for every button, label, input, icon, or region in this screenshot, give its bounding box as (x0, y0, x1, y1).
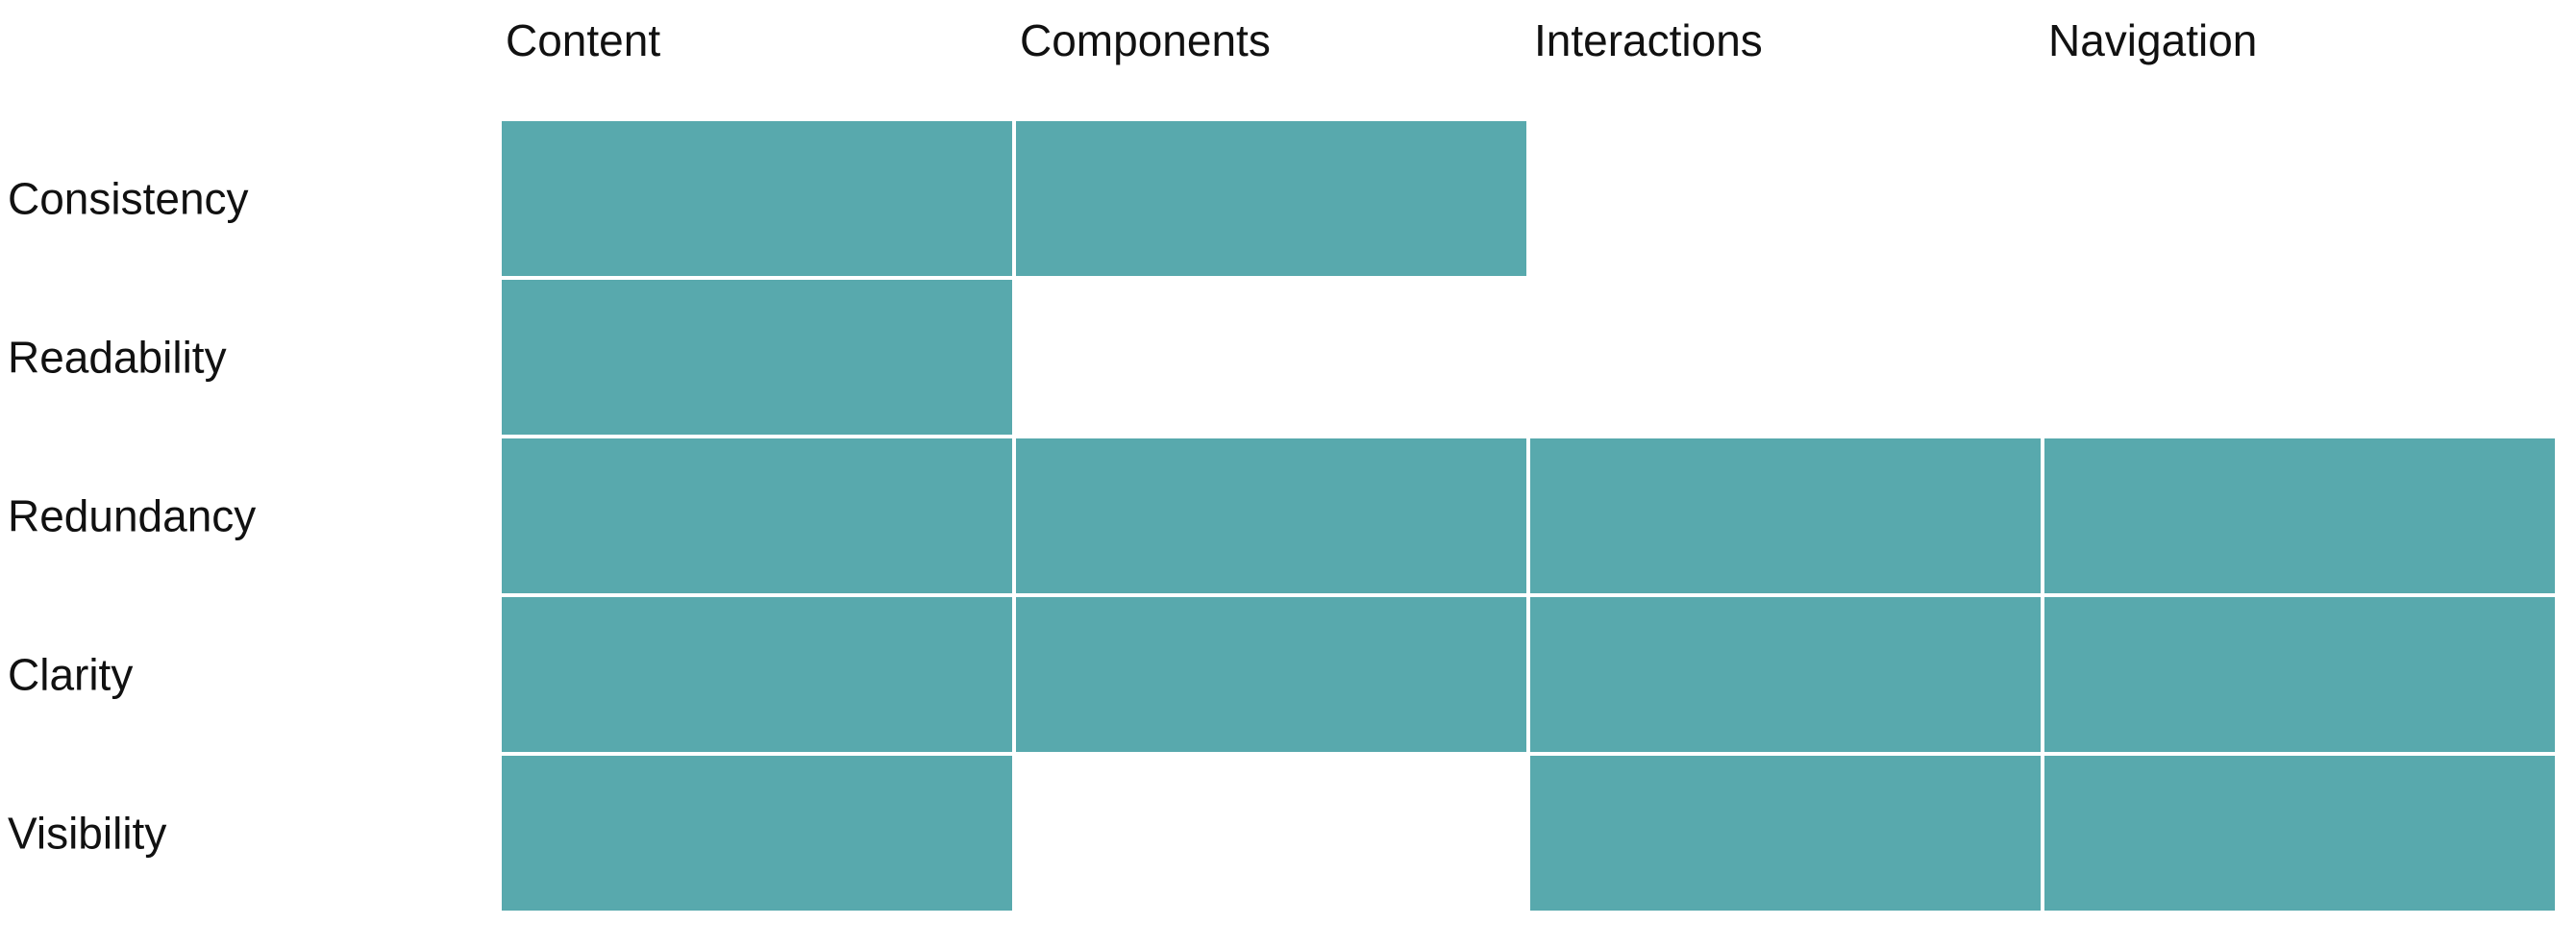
matrix-cells (498, 117, 2559, 914)
cell-redundancy-content (498, 435, 1016, 597)
cell-clarity-components (1012, 593, 1530, 756)
column-label-content: Content (506, 15, 660, 65)
cell-redundancy-interactions (1526, 435, 2044, 597)
row-labels: Consistency Readability Redundancy Clari… (8, 174, 256, 859)
cell-redundancy-components (1012, 435, 1530, 597)
column-label-interactions: Interactions (1534, 15, 1763, 65)
cell-clarity-content (498, 593, 1016, 756)
cell-redundancy-navigation (2041, 435, 2559, 597)
cell-visibility-navigation (2041, 752, 2559, 914)
row-label-readability: Readability (8, 333, 227, 383)
cell-consistency-content (498, 117, 1016, 280)
cell-clarity-navigation (2041, 593, 2559, 756)
row-label-visibility: Visibility (8, 809, 166, 859)
column-label-navigation: Navigation (2048, 15, 2257, 65)
column-labels: Content Components Interactions Navigati… (506, 15, 2257, 65)
cell-visibility-interactions (1526, 752, 2044, 914)
cell-visibility-content (498, 752, 1016, 914)
column-label-components: Components (1020, 15, 1271, 65)
row-label-consistency: Consistency (8, 174, 249, 224)
cell-consistency-components (1012, 117, 1530, 280)
cell-readability-content (498, 276, 1016, 438)
row-label-clarity: Clarity (8, 650, 133, 700)
cell-clarity-interactions (1526, 593, 2044, 756)
row-label-redundancy: Redundancy (8, 491, 256, 541)
